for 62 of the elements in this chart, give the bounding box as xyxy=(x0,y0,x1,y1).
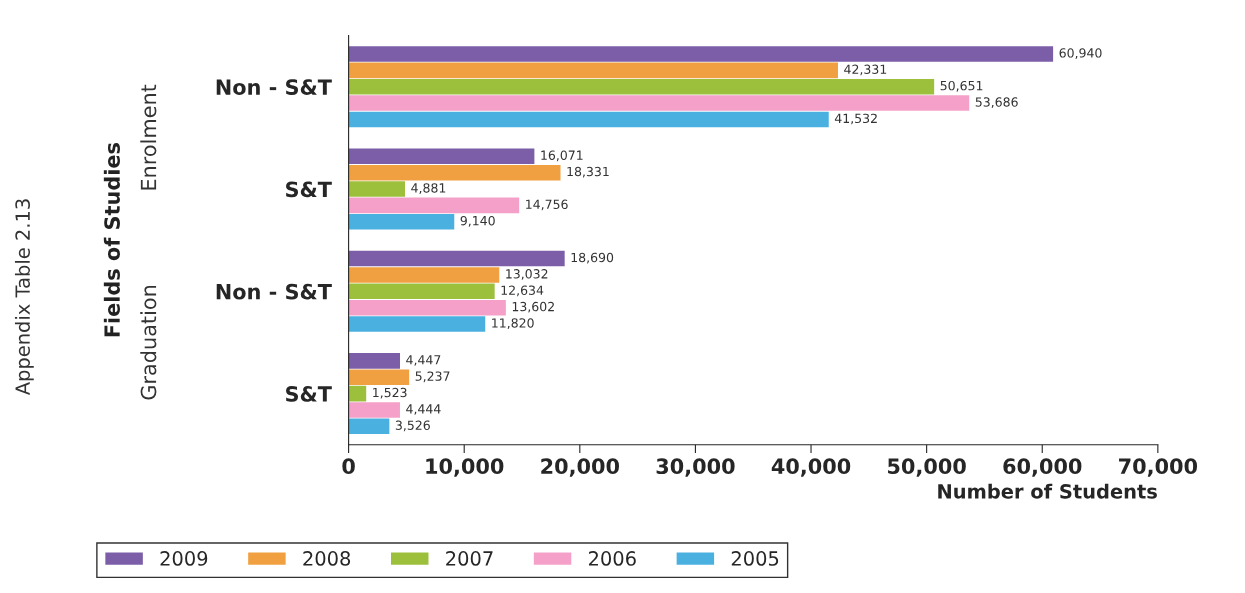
bar xyxy=(348,148,535,165)
x-tick-label: 30,000 xyxy=(656,458,735,477)
bar xyxy=(348,164,561,181)
bar xyxy=(348,197,520,214)
text: Enrolment xyxy=(140,84,157,190)
text: Appendix Table 2.13 xyxy=(14,199,34,396)
data-label: 4,447 xyxy=(406,355,441,366)
y-tick-label: S&T xyxy=(286,181,332,198)
legend-label: 2007 xyxy=(446,551,493,566)
bar xyxy=(348,299,506,316)
data-label: 13,032 xyxy=(506,269,548,280)
data-label: 14,756 xyxy=(526,199,568,211)
y-tick-label: S&T xyxy=(286,386,332,402)
data-label: 4,444 xyxy=(406,404,441,415)
y-tick-label: Non - S&T xyxy=(216,79,332,95)
data-label: 13,602 xyxy=(512,301,554,313)
bar xyxy=(348,181,406,197)
data-label: 18,690 xyxy=(571,252,614,264)
bar xyxy=(348,385,367,402)
text: Fields of Studies xyxy=(103,143,120,337)
data-label: 42,331 xyxy=(844,64,887,76)
bar xyxy=(348,111,829,128)
legend-label: 2008 xyxy=(303,551,351,566)
x-tick-label: 50,000 xyxy=(888,458,966,477)
x-tick-label: 0 xyxy=(342,458,355,475)
legend-label: 2005 xyxy=(731,551,779,566)
bar xyxy=(348,418,390,435)
legend-label: 2009 xyxy=(160,551,208,566)
x-axis-title: Number of Students xyxy=(938,483,1157,499)
text: Graduation xyxy=(140,285,157,400)
data-label: 53,686 xyxy=(975,97,1018,108)
data-label: 16,071 xyxy=(541,150,583,162)
bar xyxy=(348,316,486,332)
bar xyxy=(348,283,495,300)
bar xyxy=(348,250,565,267)
data-label: 4,881 xyxy=(411,183,446,194)
y-tick-label: Non - S&T xyxy=(216,283,332,300)
bar xyxy=(348,213,455,230)
bar xyxy=(348,369,410,386)
data-label: 5,237 xyxy=(415,371,450,383)
data-label: 50,651 xyxy=(940,80,983,92)
x-tick-label: 70,000 xyxy=(1119,458,1198,477)
bar xyxy=(348,267,500,283)
x-tick-label: 60,000 xyxy=(1003,458,1082,477)
bar xyxy=(348,402,400,418)
bar xyxy=(348,353,401,369)
bar xyxy=(348,46,1054,62)
x-tick-label: 40,000 xyxy=(771,458,851,477)
legend-label: 2006 xyxy=(588,551,636,566)
data-label: 9,140 xyxy=(460,215,495,227)
data-label: 1,523 xyxy=(373,387,407,399)
bar xyxy=(348,62,838,79)
data-label: 41,532 xyxy=(834,113,877,125)
x-tick-label: 10,000 xyxy=(426,458,504,477)
data-label: 11,820 xyxy=(492,318,534,329)
bar xyxy=(348,78,935,95)
x-tick-label: 20,000 xyxy=(541,458,620,477)
data-label: 18,331 xyxy=(567,166,609,178)
data-label: 12,634 xyxy=(501,285,544,297)
data-label: 60,940 xyxy=(1059,48,1102,59)
data-label: 3,526 xyxy=(395,420,430,432)
bar xyxy=(348,95,970,111)
